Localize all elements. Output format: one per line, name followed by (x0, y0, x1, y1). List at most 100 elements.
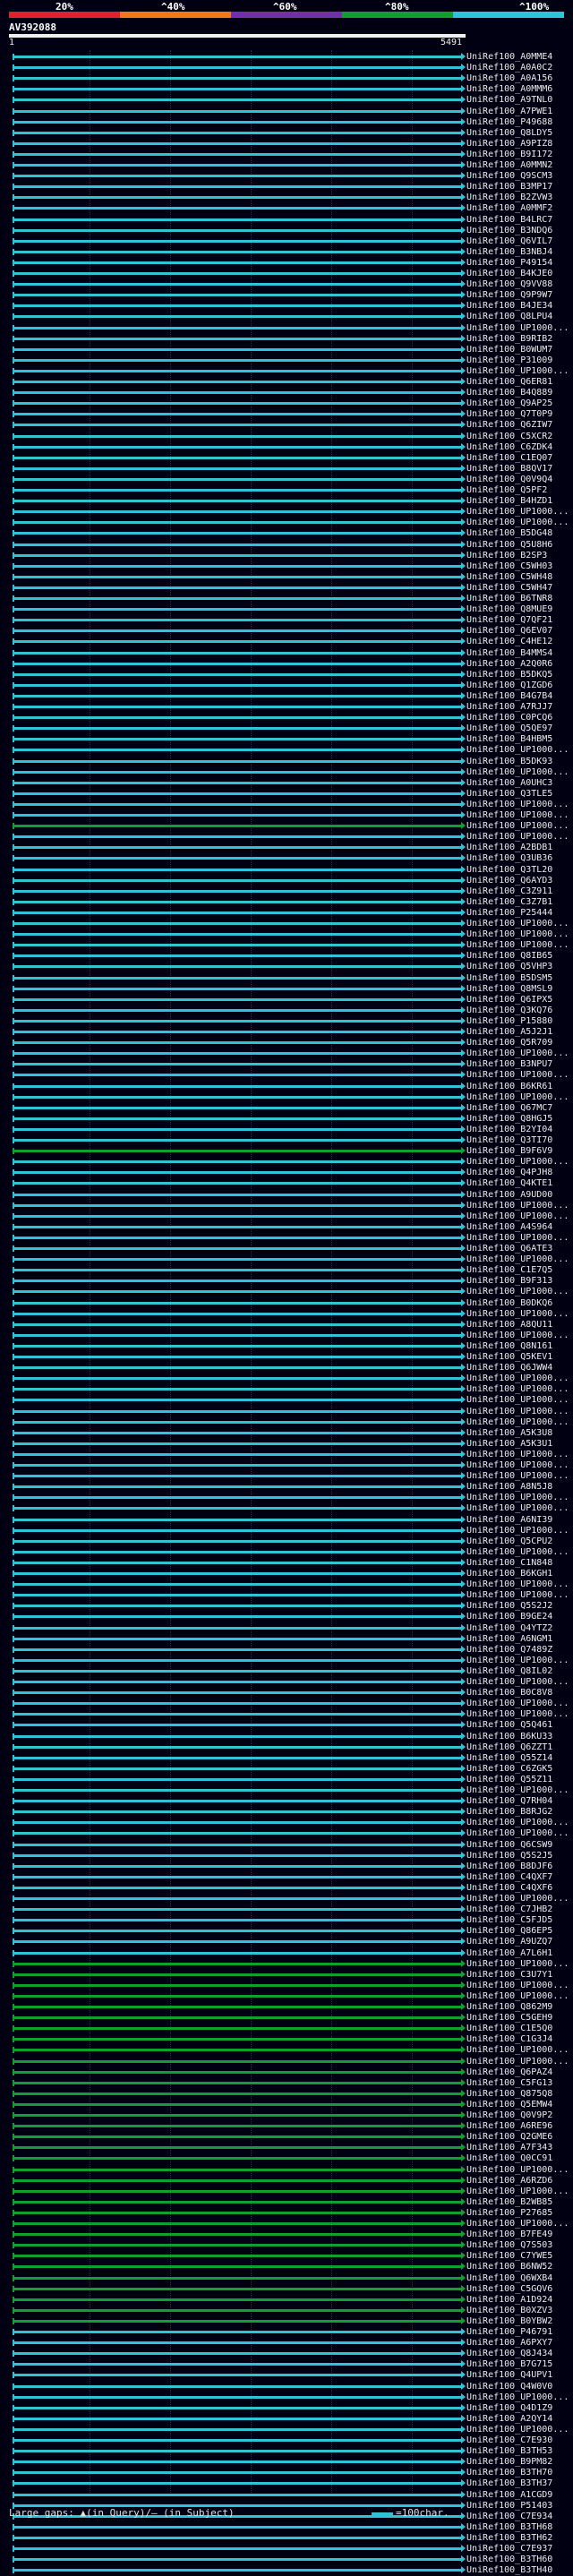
hit-id-link[interactable]: UniRef100_UP1000... (466, 1287, 569, 1297)
hit-alignment-bar[interactable] (12, 1052, 462, 1056)
hit-alignment-bar[interactable] (12, 1756, 462, 1759)
hit-alignment-bar[interactable] (12, 2211, 462, 2214)
hit-alignment-bar[interactable] (12, 662, 462, 665)
hit-alignment-bar[interactable] (12, 846, 462, 850)
hit-alignment-bar[interactable] (12, 1063, 462, 1066)
hit-id-link[interactable]: UniRef100_C7JHB2 (466, 1904, 553, 1915)
hit-id-link[interactable]: UniRef100_Q6ZZT1 (466, 1742, 553, 1752)
hit-alignment-bar[interactable] (12, 1767, 462, 1770)
hit-alignment-bar[interactable] (12, 976, 462, 980)
hit-alignment-bar[interactable] (12, 1182, 462, 1185)
hit-id-link[interactable]: UniRef100_C1E7Q5 (466, 1265, 553, 1276)
hit-id-link[interactable]: UniRef100_B4JE34 (466, 301, 553, 312)
hit-id-link[interactable]: UniRef100_P46791 (466, 2327, 553, 2337)
hit-alignment-bar[interactable] (12, 1539, 462, 1543)
hit-alignment-bar[interactable] (12, 2395, 462, 2399)
hit-id-link[interactable]: UniRef100_C1E5Q0 (466, 2024, 553, 2034)
hit-id-link[interactable]: UniRef100_Q3UB36 (466, 853, 553, 864)
hit-id-link[interactable]: UniRef100_Q875Q8 (466, 2088, 553, 2099)
hit-id-link[interactable]: UniRef100_B0C8V8 (466, 1688, 553, 1699)
hit-id-link[interactable]: UniRef100_UP1000... (466, 1384, 569, 1395)
hit-alignment-bar[interactable] (12, 1377, 462, 1381)
hit-alignment-bar[interactable] (12, 77, 462, 81)
hit-alignment-bar[interactable] (12, 1019, 462, 1023)
hit-id-link[interactable]: UniRef100_UP1000... (466, 1232, 569, 1243)
hit-id-link[interactable]: UniRef100_Q7RH04 (466, 1796, 553, 1807)
hit-id-link[interactable]: UniRef100_UP1000... (466, 1395, 569, 1406)
hit-id-link[interactable]: UniRef100_A0A0C2 (466, 63, 553, 73)
hit-id-link[interactable]: UniRef100_Q9AP25 (466, 398, 553, 409)
hit-id-link[interactable]: UniRef100_A7RJJ7 (466, 702, 553, 712)
hit-alignment-bar[interactable] (12, 2146, 462, 2150)
hit-id-link[interactable]: UniRef100_UP1000... (466, 1406, 569, 1416)
hit-id-link[interactable]: UniRef100_UP1000... (466, 1894, 569, 1904)
hit-id-link[interactable]: UniRef100_B9F313 (466, 1276, 553, 1287)
hit-id-link[interactable]: UniRef100_B9RIB2 (466, 333, 553, 344)
hit-alignment-bar[interactable] (12, 2038, 462, 2041)
hit-id-link[interactable]: UniRef100_C1N848 (466, 1557, 553, 1568)
hit-alignment-bar[interactable] (12, 131, 462, 134)
hit-id-link[interactable]: UniRef100_B7G715 (466, 2359, 553, 2370)
hit-alignment-bar[interactable] (12, 1940, 462, 1944)
hit-alignment-bar[interactable] (12, 1333, 462, 1337)
hit-alignment-bar[interactable] (12, 1127, 462, 1131)
hit-id-link[interactable]: UniRef100_UP1000... (466, 810, 569, 820)
hit-id-link[interactable]: UniRef100_C3Z911 (466, 886, 553, 896)
hit-alignment-bar[interactable] (12, 2114, 462, 2117)
hit-id-link[interactable]: UniRef100_Q6PAZ4 (466, 2067, 553, 2077)
hit-alignment-bar[interactable] (12, 2070, 462, 2074)
hit-id-link[interactable]: UniRef100_Q6ZIW7 (466, 420, 553, 431)
hit-alignment-bar[interactable] (12, 727, 462, 731)
hit-id-link[interactable]: UniRef100_B5DKQ5 (466, 669, 553, 680)
hit-id-link[interactable]: UniRef100_B8QV17 (466, 463, 553, 474)
hit-alignment-bar[interactable] (12, 261, 462, 264)
hit-id-link[interactable]: UniRef100_Q6JWW4 (466, 1363, 553, 1374)
hit-id-link[interactable]: UniRef100_B0WUM7 (466, 344, 553, 355)
hit-alignment-bar[interactable] (12, 304, 462, 308)
hit-alignment-bar[interactable] (12, 2460, 462, 2464)
hit-alignment-bar[interactable] (12, 2265, 462, 2269)
hit-alignment-bar[interactable] (12, 597, 462, 600)
hit-alignment-bar[interactable] (12, 2135, 462, 2139)
hit-alignment-bar[interactable] (12, 2244, 462, 2247)
hit-alignment-bar[interactable] (12, 672, 462, 676)
hit-id-link[interactable]: UniRef100_UP1000... (466, 1785, 569, 1795)
hit-id-link[interactable]: UniRef100_Q5CPU2 (466, 1536, 553, 1546)
hit-alignment-bar[interactable] (12, 1496, 462, 1500)
hit-id-link[interactable]: UniRef100_Q5QE97 (466, 723, 553, 734)
hit-alignment-bar[interactable] (12, 1452, 462, 1456)
hit-alignment-bar[interactable] (12, 1713, 462, 1716)
hit-alignment-bar[interactable] (12, 586, 462, 589)
hit-id-link[interactable]: UniRef100_A2BDB1 (466, 843, 553, 853)
hit-id-link[interactable]: UniRef100_UP1000... (466, 1449, 569, 1459)
hit-id-link[interactable]: UniRef100_Q9SCM3 (466, 171, 553, 182)
hit-alignment-bar[interactable] (12, 1647, 462, 1651)
hit-alignment-bar[interactable] (12, 369, 462, 372)
hit-id-link[interactable]: UniRef100_Q6EV07 (466, 626, 553, 637)
hit-alignment-bar[interactable] (12, 1193, 462, 1196)
hit-id-link[interactable]: UniRef100_A2Q0R6 (466, 658, 553, 669)
hit-id-link[interactable]: UniRef100_B2SP3 (466, 550, 548, 561)
hit-alignment-bar[interactable] (12, 1886, 462, 1889)
hit-id-link[interactable]: UniRef100_Q5S2J2 (466, 1601, 553, 1612)
hit-id-link[interactable]: UniRef100_Q3TI70 (466, 1135, 553, 1145)
hit-id-link[interactable]: UniRef100_Q4UPV1 (466, 2370, 553, 2381)
hit-alignment-bar[interactable] (12, 1832, 462, 1836)
hit-id-link[interactable]: UniRef100_A9TNL0 (466, 95, 553, 106)
hit-alignment-bar[interactable] (12, 2178, 462, 2182)
hit-alignment-bar[interactable] (12, 1973, 462, 1976)
hit-id-link[interactable]: UniRef100_A9UD00 (466, 1189, 553, 1200)
hit-id-link[interactable]: UniRef100_Q6CSW9 (466, 1839, 553, 1850)
hit-id-link[interactable]: UniRef100_UP1000... (466, 1655, 569, 1665)
hit-id-link[interactable]: UniRef100_UP1000... (466, 322, 569, 333)
hit-id-link[interactable]: UniRef100_Q0CC91 (466, 2153, 553, 2164)
hit-id-link[interactable]: UniRef100_UP1000... (466, 1254, 569, 1265)
hit-alignment-bar[interactable] (12, 2352, 462, 2356)
hit-id-link[interactable]: UniRef100_B4Q889 (466, 388, 553, 398)
hit-id-link[interactable]: UniRef100_Q5S2J5 (466, 1850, 553, 1861)
hit-alignment-bar[interactable] (12, 521, 462, 525)
hit-id-link[interactable]: UniRef100_B9F6V9 (466, 1146, 553, 1157)
hit-id-link[interactable]: UniRef100_Q6IPX5 (466, 994, 553, 1005)
hit-id-link[interactable]: UniRef100_Q4W0V0 (466, 2381, 553, 2392)
hit-id-link[interactable]: UniRef100_A2QY14 (466, 2413, 553, 2424)
